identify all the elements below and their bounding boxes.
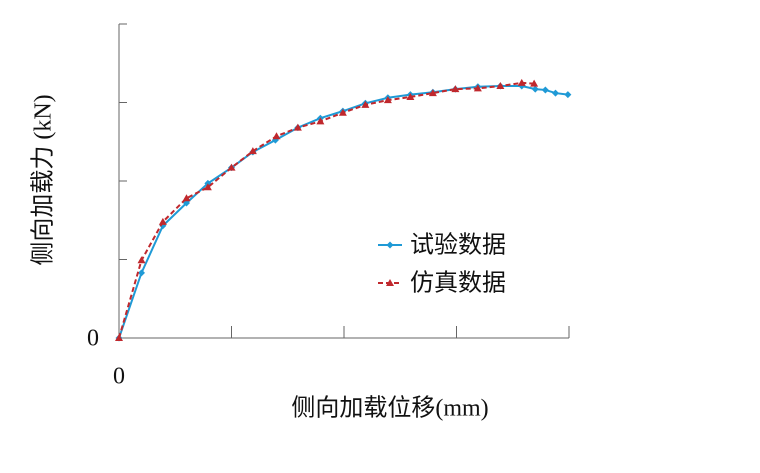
point xyxy=(248,147,257,155)
series-line xyxy=(118,81,535,339)
point xyxy=(383,96,392,104)
series-line xyxy=(118,85,569,339)
point xyxy=(158,217,167,225)
point xyxy=(272,132,281,140)
point xyxy=(138,269,145,277)
point xyxy=(552,89,559,97)
point xyxy=(541,86,549,94)
x-tick-label: 0 xyxy=(113,364,125,390)
point xyxy=(531,85,539,93)
point xyxy=(338,108,347,116)
legend-marker xyxy=(386,279,394,286)
point xyxy=(182,194,191,202)
point xyxy=(451,85,460,93)
point xyxy=(496,82,505,90)
x-axis-label: 侧向加载位移(mm) xyxy=(291,395,488,422)
point xyxy=(316,117,325,125)
legend-label: 仿真数据 xyxy=(410,270,506,297)
legend-label: 试验数据 xyxy=(410,232,506,259)
point xyxy=(293,123,302,131)
point xyxy=(428,89,437,97)
point xyxy=(564,91,572,99)
point xyxy=(361,100,370,108)
legend-marker xyxy=(386,241,394,249)
point xyxy=(115,334,123,341)
point xyxy=(227,163,236,171)
y-tick-label: 0 xyxy=(87,326,99,352)
point xyxy=(517,78,526,86)
y-axis-label: 侧向加载力 (kN) xyxy=(30,94,57,265)
point xyxy=(406,93,415,101)
point xyxy=(203,183,212,191)
point xyxy=(137,256,146,264)
point xyxy=(530,79,539,87)
point xyxy=(473,84,482,92)
